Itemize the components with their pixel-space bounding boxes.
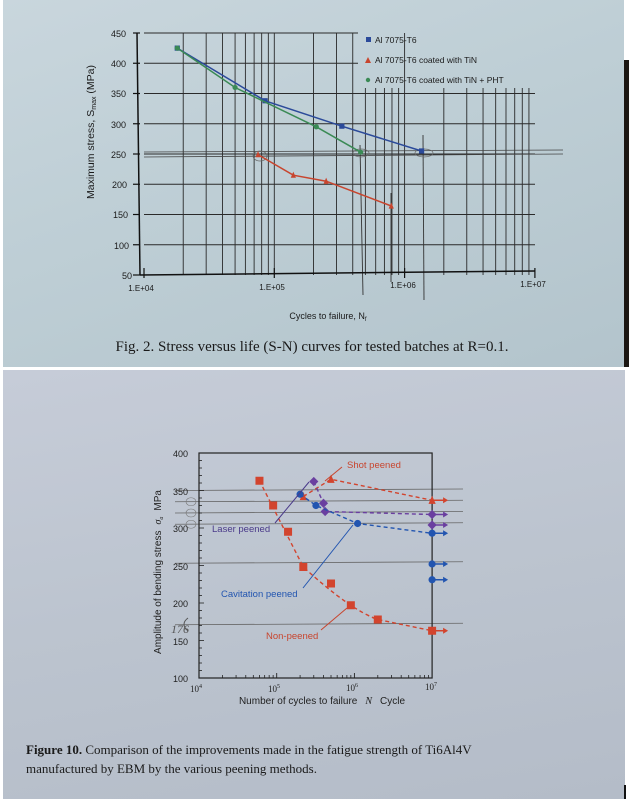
y-tick: 250 — [111, 150, 126, 160]
data-point-square-icon — [346, 601, 355, 610]
data-point-square-icon — [262, 98, 268, 104]
y-tick: 150 — [173, 637, 188, 647]
data-point-diamond-icon — [318, 498, 329, 508]
axes — [133, 32, 536, 278]
y-tick: 450 — [111, 29, 126, 39]
series-dashed-curve — [299, 493, 433, 534]
y-tick: 200 — [173, 599, 188, 609]
photo-edge — [624, 60, 629, 367]
x-tick-labels: 104 105 106 107 — [190, 682, 437, 694]
x-tick: 1.E+07 — [520, 280, 546, 289]
figure-caption: Figure 10. Comparison of the improvement… — [26, 742, 472, 776]
y-tick: 100 — [114, 241, 129, 251]
handwritten-circle — [183, 617, 189, 632]
data-point-diamond-icon — [309, 476, 319, 487]
x-tick: 107 — [425, 682, 437, 692]
x-tick: 1.E+06 — [390, 281, 416, 290]
y-tick: 300 — [173, 524, 188, 534]
y-tick: 250 — [173, 562, 188, 572]
data-point-square-icon — [299, 563, 308, 571]
legend-triangle-icon — [365, 57, 371, 63]
data-point-triangle-icon — [290, 171, 296, 178]
label-laser-peened: Laser peened — [212, 524, 270, 535]
legend-square-icon — [366, 37, 371, 42]
x-tick: 1.E+05 — [259, 283, 285, 292]
sn-chart-fig2: 450 400 350 300 250 200 150 100 50 1.E+0… — [85, 29, 564, 355]
arrow-shot — [324, 466, 343, 482]
y-tick: 350 — [173, 487, 188, 497]
x-tick: 106 — [346, 683, 358, 693]
legend: Al 7075-T6 Al 7075-T6 coated with TiN Al… — [365, 35, 504, 85]
data-point-triangle-icon — [327, 474, 335, 483]
arrow-cavitation — [302, 524, 354, 589]
figure-caption: Fig. 2. Stress versus life (S-N) curves … — [116, 339, 509, 355]
data-point-circle-icon — [313, 124, 319, 130]
y-tick: 400 — [111, 59, 126, 69]
x-axis-label: Cycles to failure, Nf — [289, 311, 367, 323]
data-point-square-icon — [284, 527, 293, 536]
y-tick-labels: 400 350 300 250 200 150 100 — [173, 449, 188, 684]
y-axis-label: Amplitude of bending stressσaMPa — [153, 490, 165, 654]
photo-fig10: 400 350 300 250 200 150 100 104 105 106 … — [3, 370, 625, 799]
y-tick: 350 — [111, 89, 126, 99]
data-point-triangle-icon — [388, 202, 394, 209]
x-tick: 1.E+04 — [128, 284, 154, 293]
data-point-triangle-icon — [323, 177, 329, 184]
photo-fig2: 450 400 350 300 250 200 150 100 50 1.E+0… — [3, 0, 624, 367]
annotation-arrows — [274, 466, 354, 631]
data-point-circle-icon — [358, 149, 364, 155]
data-point-circle-icon — [296, 490, 304, 498]
data-point-square-icon — [255, 476, 264, 485]
label-shot-peened: Shot peened — [347, 460, 401, 471]
series-line — [257, 153, 392, 207]
y-tick: 200 — [112, 180, 127, 190]
series-line — [176, 47, 422, 152]
series-dashed-curve — [302, 478, 433, 501]
y-tick: 400 — [173, 449, 188, 459]
handwritten-lines — [174, 488, 464, 626]
series — [174, 45, 425, 209]
arrow-non-peened — [320, 607, 348, 631]
x-tick: 105 — [268, 684, 280, 694]
data-point-square-icon — [339, 123, 345, 129]
data-point-triangle-icon — [255, 151, 261, 158]
legend-item: Al 7075-T6 coated with TiN + PHT — [375, 75, 504, 85]
y-axis-label: Maximum stress, Smax (MPa) — [85, 65, 98, 199]
x-tick: 104 — [190, 684, 202, 694]
data-point-circle-icon — [174, 45, 180, 51]
y-tick: 50 — [122, 271, 132, 281]
grid — [143, 32, 564, 301]
sn-chart-fig10: 400 350 300 250 200 150 100 104 105 106 … — [26, 449, 472, 776]
x-axis-label: Number of cycles to failure N Cycle — [239, 696, 406, 707]
series-line — [176, 47, 362, 153]
series-dashed-curve — [258, 480, 433, 632]
data-point-square-icon — [418, 148, 425, 154]
caption-line-1: Figure 10. Comparison of the improvement… — [26, 742, 472, 757]
series-dashed-curve — [313, 481, 433, 516]
data-point-circle-icon — [232, 84, 238, 91]
data-point-diamond-icon — [320, 506, 330, 517]
data-point-circle-icon — [354, 519, 362, 528]
legend-circle-icon — [365, 77, 371, 83]
legend-item: Al 7075-T6 — [375, 35, 417, 45]
data-point-square-icon — [327, 579, 336, 588]
photo-edge — [624, 785, 626, 799]
data-point-square-icon — [373, 615, 382, 624]
axes — [198, 452, 433, 679]
label-cavitation-peened: Cavitation peened — [221, 589, 298, 600]
y-tick: 150 — [113, 210, 128, 220]
x-tick-labels: 1.E+04 1.E+05 1.E+06 1.E+07 — [128, 280, 546, 293]
caption-line-2: manufactured by EBM by the various peeni… — [26, 761, 317, 776]
legend-item: Al 7075-T6 coated with TiN — [375, 55, 477, 65]
data-point-square-icon — [269, 501, 278, 510]
label-non-peened: Non-peened — [266, 631, 318, 642]
y-tick: 100 — [173, 674, 188, 684]
series — [255, 474, 449, 635]
arrow-laser — [274, 481, 310, 524]
y-tick-labels: 450 400 350 300 250 200 150 100 50 — [111, 29, 132, 281]
data-point-circle-icon — [312, 501, 320, 510]
y-tick: 300 — [111, 120, 126, 130]
annotations: Shot peened Laser peened Cavitation peen… — [171, 460, 401, 642]
